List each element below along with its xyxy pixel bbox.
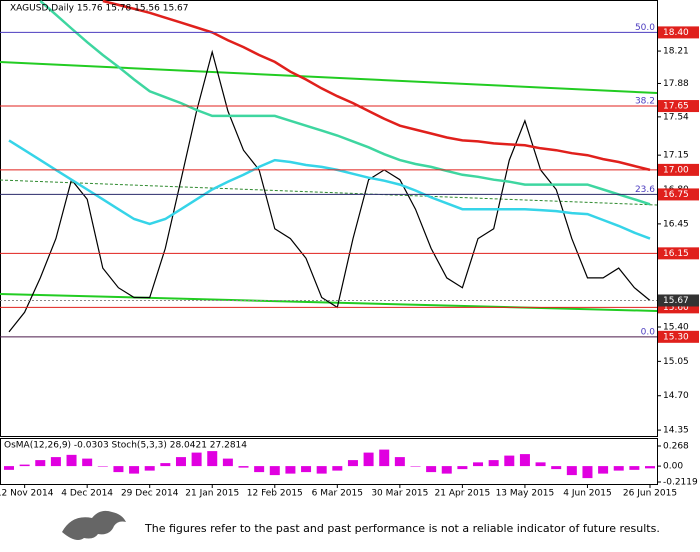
y-tick-label: 17.54 — [663, 112, 689, 122]
fib-label: 38.2 — [635, 97, 655, 107]
osc-bar — [113, 466, 124, 473]
osc-bar — [598, 466, 609, 474]
osc-bar — [222, 458, 233, 467]
x-tick-label: 12 Feb 2015 — [247, 489, 303, 499]
osc-tick-label: -0.2119 — [663, 478, 698, 488]
osc-bar — [238, 466, 249, 468]
last-price-label: 15.67 — [663, 296, 689, 306]
osc-bar — [363, 452, 374, 467]
level-box — [658, 26, 699, 39]
level-label: 17.00 — [663, 165, 689, 175]
x-tick-label: 6 Mar 2015 — [312, 489, 363, 499]
osc-bar — [629, 466, 640, 470]
fib-label: 0.0 — [641, 327, 656, 337]
osc-bar — [394, 457, 405, 467]
osc-bar — [535, 462, 546, 467]
level-label: 16.15 — [663, 249, 689, 259]
osc-bar — [488, 460, 499, 467]
y-tick-label: 17.88 — [663, 79, 689, 89]
oscillator-label: OsMA(12,26,9) -0.0303 Stoch(5,3,3) 28.04… — [4, 441, 247, 451]
y-tick-label: 16.45 — [663, 219, 689, 229]
osc-bar — [175, 457, 186, 467]
osc-bar — [269, 466, 280, 476]
osc-bar — [347, 460, 358, 467]
osc-bar — [379, 449, 390, 467]
osc-bar — [97, 466, 108, 467]
osc-bar — [144, 466, 155, 471]
osc-bar — [566, 466, 577, 476]
trend-line — [0, 61, 658, 94]
osc-bar — [66, 454, 77, 467]
moving-average — [39, 0, 651, 206]
x-tick-label: 4 Dec 2014 — [61, 489, 113, 499]
osc-bar — [301, 466, 312, 473]
x-tick-label: 21 Jan 2015 — [185, 489, 239, 499]
x-tick-label: 4 Jun 2015 — [563, 489, 611, 499]
y-tick-label: 15.05 — [663, 357, 689, 367]
level-box — [658, 188, 699, 201]
x-tick-label: 21 Apr 2015 — [435, 489, 491, 499]
level-label: 15.60 — [663, 303, 689, 313]
level-label: 18.40 — [663, 28, 689, 38]
y-tick-label: 18.21 — [663, 47, 689, 57]
trend-line — [0, 179, 658, 206]
moving-average — [102, 0, 651, 172]
osc-bar — [191, 452, 202, 467]
osc-bar — [582, 466, 593, 479]
osc-bar — [426, 466, 437, 473]
osc-bar — [504, 455, 515, 467]
oscillator-frame — [0, 438, 658, 485]
osc-bar — [285, 466, 296, 474]
y-tick-label: 15.40 — [663, 323, 689, 333]
price-line — [8, 49, 651, 333]
y-tick-label: 14.70 — [663, 391, 689, 401]
osc-bar — [645, 466, 655, 469]
osc-bar — [160, 463, 171, 467]
level-box — [658, 330, 699, 343]
osc-bar — [316, 466, 327, 474]
osc-tick-label: 0.268 — [663, 442, 689, 452]
level-label: 17.65 — [663, 102, 689, 112]
osc-bar — [82, 458, 93, 467]
osc-bar — [457, 466, 468, 470]
main-panel-frame — [0, 0, 658, 437]
level-box — [658, 163, 699, 176]
x-tick-label: 12 Nov 2014 — [0, 489, 54, 499]
fib-label: 50.0 — [635, 23, 655, 33]
level-label: 16.75 — [663, 190, 689, 200]
disclaimer: The figures refer to the past and past p… — [144, 522, 660, 535]
osc-bar — [410, 466, 421, 467]
osc-bar — [254, 466, 265, 473]
level-box — [658, 247, 699, 260]
osc-bar — [35, 460, 46, 467]
osc-bar — [473, 462, 484, 467]
level-box — [658, 100, 699, 113]
osc-tick-label: 0.00 — [663, 462, 683, 472]
x-tick-label: 26 Jun 2015 — [623, 489, 677, 499]
y-tick-label: 17.15 — [663, 151, 689, 161]
moving-average — [8, 139, 651, 240]
x-tick-label: 29 Dec 2014 — [121, 489, 179, 499]
x-tick-label: 13 May 2015 — [496, 489, 555, 499]
osc-bar — [207, 451, 218, 467]
last-price-box — [658, 294, 699, 307]
osc-bar — [50, 457, 61, 467]
chart-title: XAGUSD,Daily 15.76 15.78 15.56 15.67 — [10, 4, 189, 14]
osc-bar — [4, 466, 14, 470]
x-tick-label: 30 Mar 2015 — [371, 489, 428, 499]
level-label: 15.30 — [663, 332, 689, 342]
osc-bar — [332, 466, 343, 471]
osc-bar — [551, 466, 562, 470]
y-tick-label: 14.35 — [663, 426, 689, 436]
logo — [62, 510, 126, 540]
osc-bar — [129, 466, 140, 474]
osc-bar — [613, 466, 624, 471]
osc-bar — [19, 464, 30, 467]
osc-bar — [441, 466, 452, 474]
osc-bar — [519, 454, 530, 467]
fib-label: 23.6 — [635, 185, 655, 195]
